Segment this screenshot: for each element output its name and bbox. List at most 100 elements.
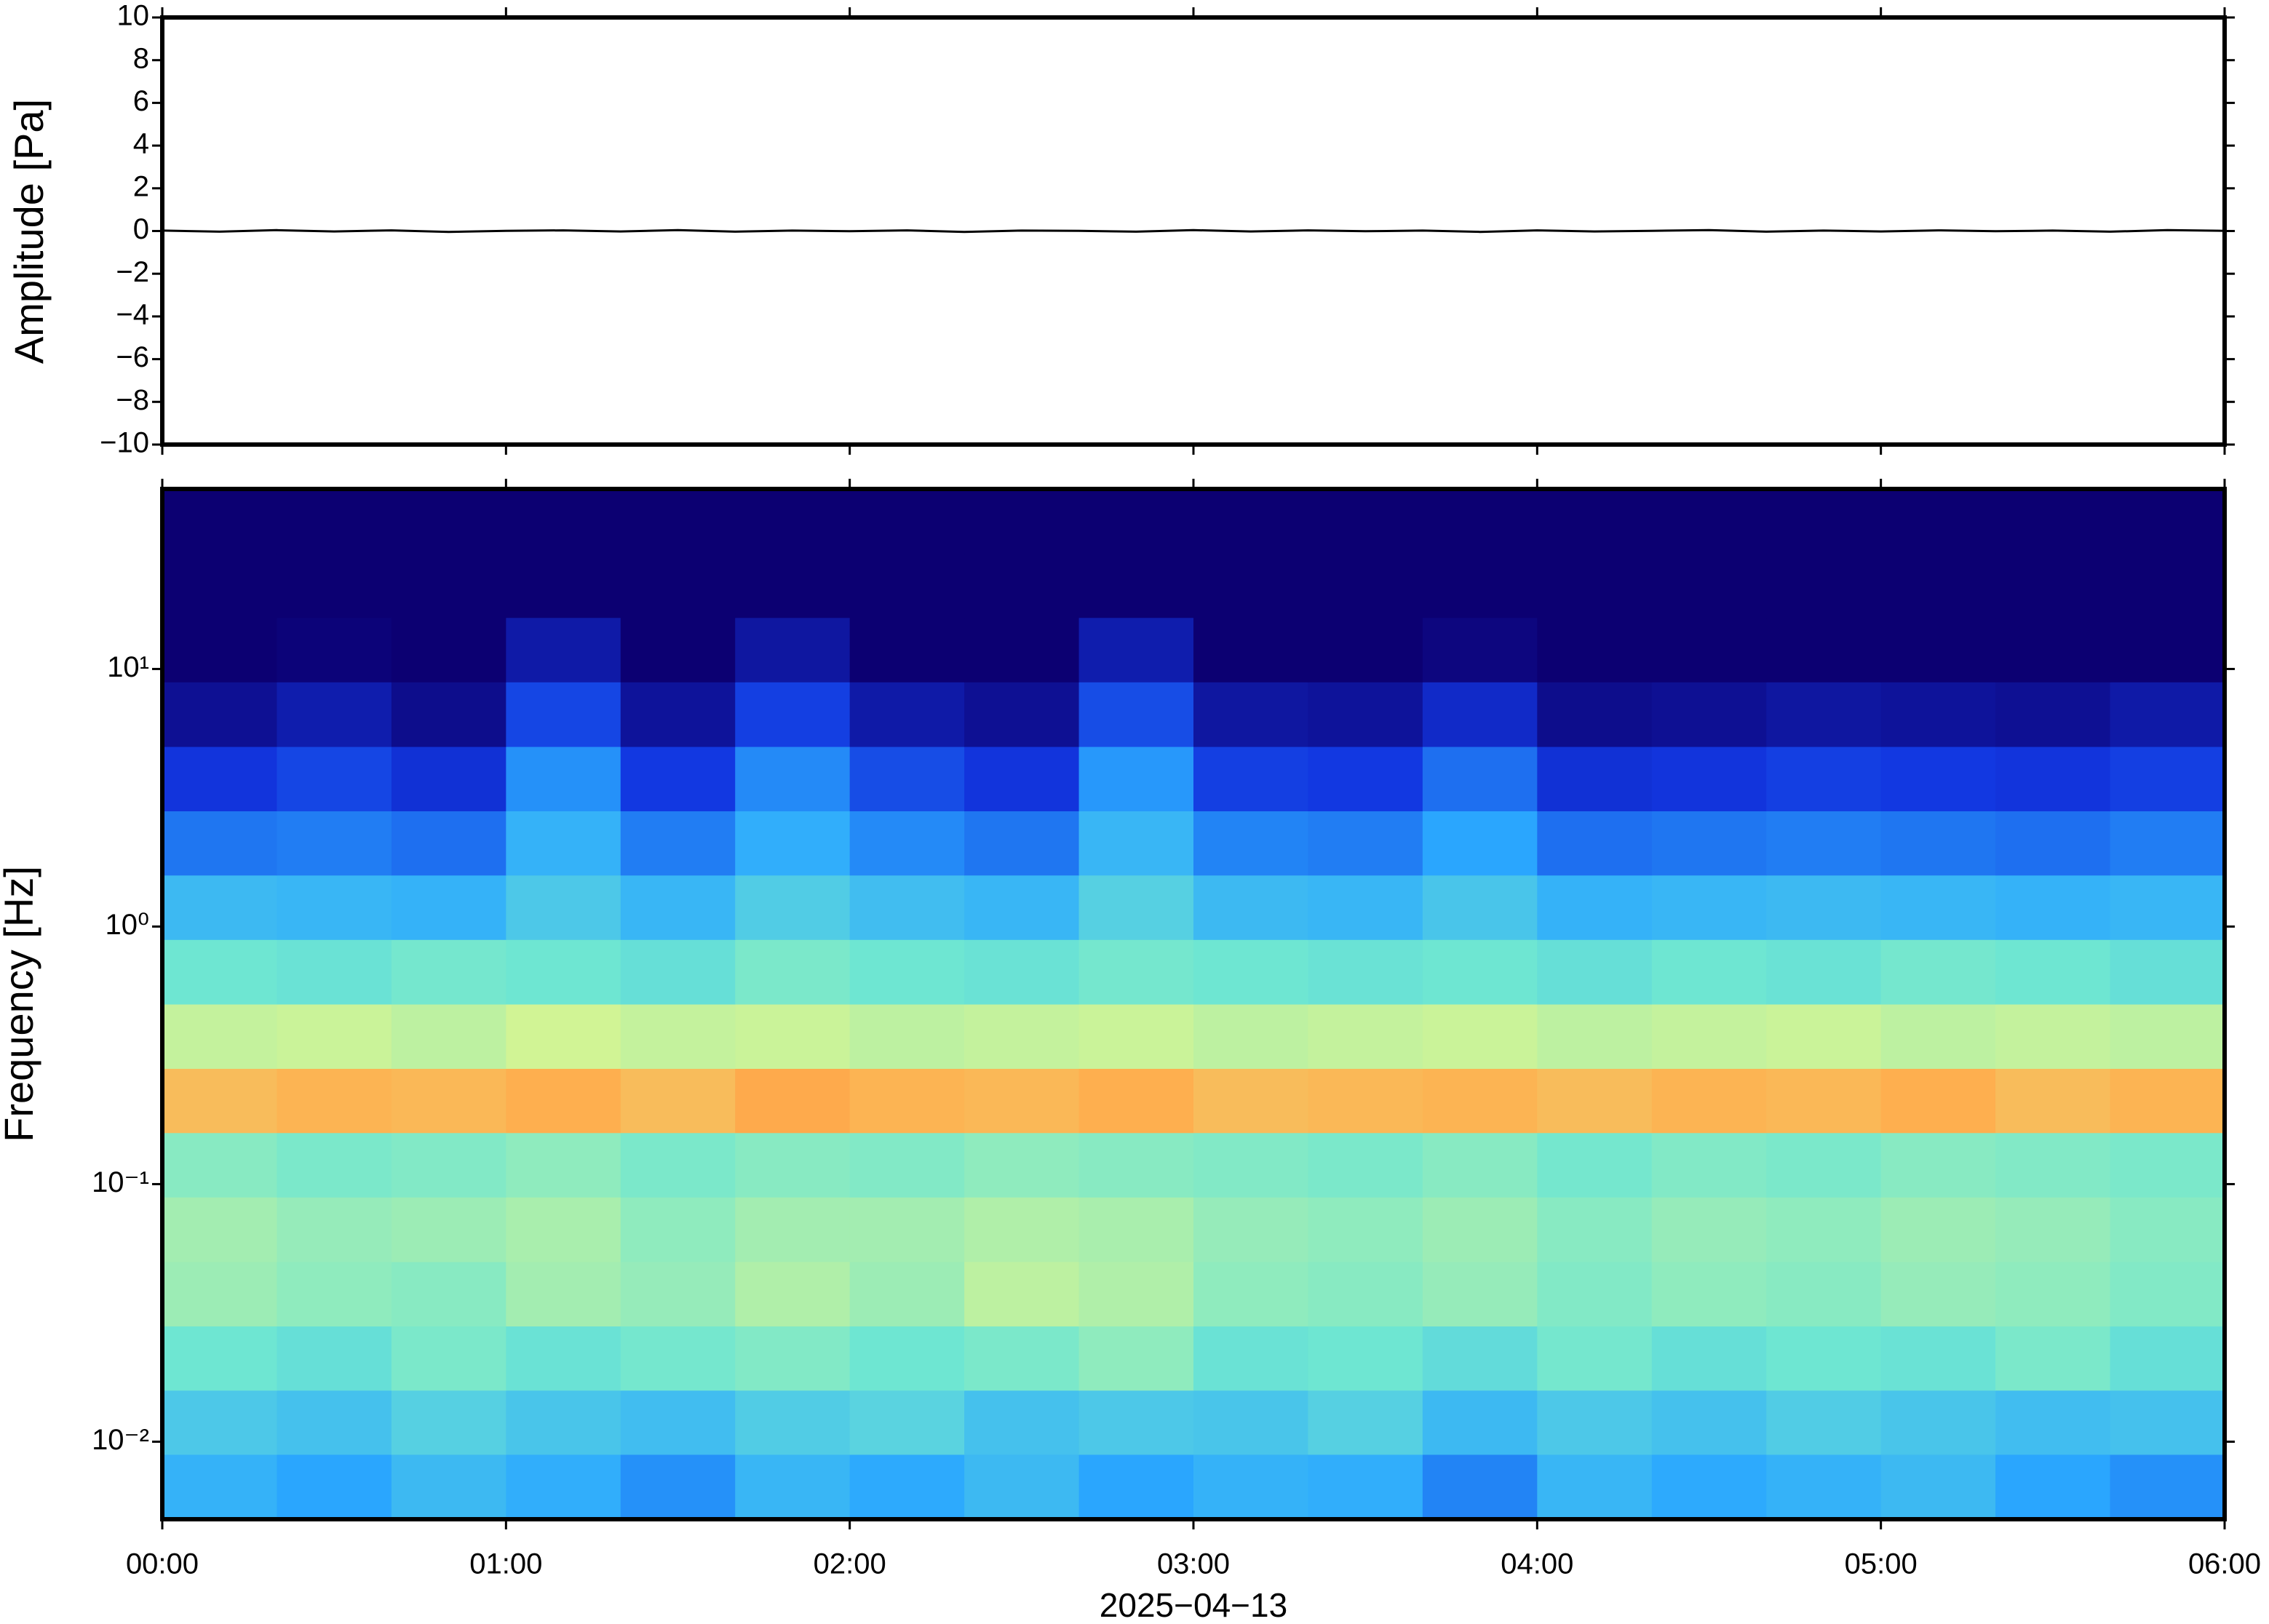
spectrogram-cell: [1766, 617, 1882, 682]
spectrogram-cell: [2110, 489, 2225, 554]
spectrogram-cell: [1880, 1068, 1996, 1134]
spectrogram-cell: [1422, 1261, 1538, 1327]
spectrogram-cell: [1422, 1390, 1538, 1455]
spectrogram-cell: [849, 1390, 965, 1455]
spectrogram-cell: [277, 1068, 392, 1134]
spectrogram-cell: [1995, 811, 2111, 876]
spectrogram-cell: [1995, 1454, 2111, 1520]
spectrogram-cell: [506, 1068, 621, 1134]
y-tick-label: 6: [133, 85, 149, 117]
spectrogram-cell: [620, 489, 736, 554]
spectrogram-cell: [1995, 1003, 2111, 1070]
spectrogram-cell: [1193, 1068, 1309, 1134]
spectrogram-cell: [506, 1454, 621, 1520]
x-tick-label: 04:00: [1501, 1548, 1573, 1580]
spectrogram-cell: [2110, 617, 2225, 682]
spectrogram-cell: [849, 1197, 965, 1262]
spectrogram-cell: [1308, 489, 1423, 554]
y-tick-label: 10: [117, 0, 150, 32]
spectrogram-cell: [277, 746, 392, 812]
spectrogram-cell: [1880, 1454, 1996, 1520]
spectrogram-cell: [735, 489, 851, 554]
spectrogram-cell: [391, 1003, 506, 1070]
spectrogram-cell: [1193, 746, 1309, 812]
spectrogram-cell: [1995, 1326, 2111, 1391]
spectrogram-cell: [277, 811, 392, 876]
spectrogram-cell: [1422, 875, 1538, 940]
spectrogram-cell: [1193, 811, 1309, 876]
spectrogram-cell: [1537, 1454, 1653, 1520]
spectrogram-cell: [1651, 1261, 1767, 1327]
spectrogram-cell: [1193, 939, 1309, 1005]
spectrogram-cell: [1766, 939, 1882, 1005]
spectrogram-cell: [277, 875, 392, 940]
spectrogram-cell: [1078, 1454, 1194, 1520]
spectrogram-cell: [1651, 811, 1767, 876]
spectrogram-cell: [964, 811, 1080, 876]
spectrogram-cell: [1766, 1132, 1882, 1198]
spectrogram-cell: [1651, 1068, 1767, 1134]
spectrogram-cell: [1651, 1003, 1767, 1070]
spectrogram-cell: [1078, 617, 1194, 682]
spectrogram-cell: [1422, 1326, 1538, 1391]
spectrogram-cell: [620, 1132, 736, 1198]
spectrogram-cell: [1308, 746, 1423, 812]
y-tick-label: −8: [116, 384, 149, 416]
spectrogram-cell: [1422, 746, 1538, 812]
spectrogram-cell: [1995, 1068, 2111, 1134]
spectrogram-cell: [1766, 1326, 1882, 1391]
spectrogram-cell: [1078, 1326, 1194, 1391]
spectrogram-cell: [620, 1326, 736, 1391]
spectrogram-cell: [620, 682, 736, 747]
spectrogram-cell: [506, 1326, 621, 1391]
spectrogram-cell: [1766, 1390, 1882, 1455]
spectrogram-cell: [964, 1003, 1080, 1070]
spectrogram-cell: [391, 489, 506, 554]
spectrogram-cell: [1880, 1261, 1996, 1327]
spectrogram-cell: [964, 682, 1080, 747]
spectrogram-cell: [2110, 1261, 2225, 1327]
spectrogram-cell: [1078, 553, 1194, 618]
spectrogram-cell: [2110, 1390, 2225, 1455]
spectrogram-cell: [1766, 489, 1882, 554]
spectrogram-cell: [1995, 617, 2111, 682]
spectrogram-cell: [1537, 682, 1653, 747]
spectrogram-cell: [735, 1068, 851, 1134]
spectrogram-cell: [1651, 553, 1767, 618]
spectrogram-cell: [277, 682, 392, 747]
x-tick-label: 00:00: [126, 1548, 199, 1580]
spectrogram-cell: [620, 939, 736, 1005]
spectrogram-cell: [1078, 939, 1194, 1005]
spectrogram-cell: [1651, 617, 1767, 682]
spectrogram-cell: [1193, 617, 1309, 682]
spectrogram-cell: [1880, 1132, 1996, 1198]
spectrogram-cell: [162, 1003, 278, 1070]
spectrogram-cell: [2110, 939, 2225, 1005]
spectrogram-cell: [162, 489, 278, 554]
spectrogram-cell: [1537, 1197, 1653, 1262]
spectrogram-cell: [2110, 682, 2225, 747]
spectrogram-cell: [1537, 553, 1653, 618]
spectrogram-cell: [162, 1068, 278, 1134]
spectrogram-cell: [735, 939, 851, 1005]
y-tick-label: −6: [116, 341, 149, 373]
spectrogram-cell: [964, 617, 1080, 682]
spectrogram-cell: [849, 1261, 965, 1327]
spectrogram-cell: [277, 617, 392, 682]
spectrogram-cell: [849, 617, 965, 682]
spectrogram-cell: [506, 1132, 621, 1198]
spectrogram-cell: [849, 553, 965, 618]
spectrogram-cell: [1880, 553, 1996, 618]
spectrogram-cell: [1995, 1132, 2111, 1198]
spectrogram-cell: [1766, 875, 1882, 940]
y-tick-label: 10¹: [107, 651, 149, 683]
spectrogram-cell: [162, 1454, 278, 1520]
spectrogram-cell: [1308, 617, 1423, 682]
spectrogram-cell: [735, 875, 851, 940]
spectrogram-cell: [735, 1132, 851, 1198]
spectrogram-cell: [1193, 875, 1309, 940]
spectrogram-cell: [1422, 1003, 1538, 1070]
spectrogram-cell: [277, 939, 392, 1005]
spectrogram-cell: [1651, 1197, 1767, 1262]
spectrogram-cell: [1193, 1003, 1309, 1070]
